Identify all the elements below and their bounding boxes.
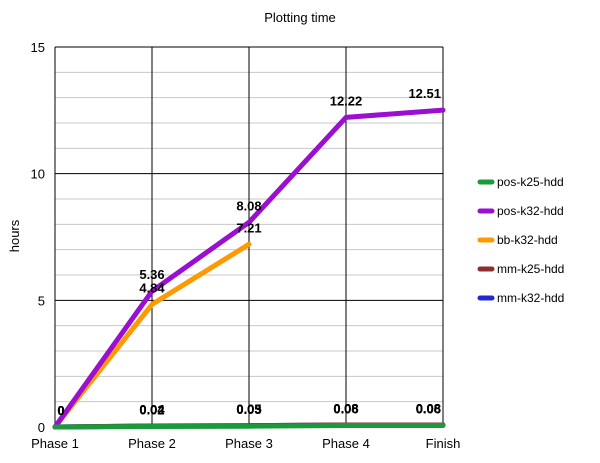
data-label: 0.08: [333, 401, 358, 416]
data-label: 5.36: [139, 267, 164, 282]
series-line-pos-k25-hdd: [52, 423, 446, 430]
data-label: 0: [57, 403, 64, 418]
chart-title: Plotting time: [264, 10, 336, 25]
data-label: 0.03: [236, 402, 261, 417]
data-label: 7.21: [236, 220, 261, 235]
data-label: 0.06: [333, 401, 358, 416]
grid: [54, 46, 444, 428]
legend-label: bb-k32-hdd: [497, 233, 558, 247]
data-label: 0.05: [236, 402, 261, 417]
data-label: 0.06: [416, 401, 441, 416]
y-tick-label: 15: [31, 40, 45, 55]
data-label: 0.08: [416, 401, 441, 416]
data-label: 8.08: [236, 198, 261, 213]
data-label: 0.05: [236, 402, 261, 417]
legend: pos-k25-hdd pos-k32-hdd bb-k32-hdd mm-k25-h…: [477, 175, 564, 305]
data-label: 12.51: [408, 86, 441, 101]
data-label: 0: [57, 403, 64, 418]
data-label: 0.08: [333, 401, 358, 416]
data-label: 0.08: [416, 401, 441, 416]
data-label: 0.02: [139, 402, 164, 417]
y-tick-labels: 0 5 10 15: [31, 40, 45, 435]
x-tick-label: Phase 4: [322, 436, 370, 451]
data-label: 0.04: [139, 402, 165, 417]
y-tick-label: 10: [31, 167, 45, 182]
x-tick-labels: Phase 1 Phase 2 Phase 3 Phase 4 Finish: [31, 436, 460, 451]
series-line-pos-k32-hdd: [52, 107, 446, 430]
legend-label: pos-k25-hdd: [497, 175, 564, 189]
series-lines: [52, 107, 446, 430]
y-axis-label: hours: [7, 219, 22, 252]
data-label: 0: [57, 403, 64, 418]
data-label: 12.22: [330, 93, 363, 108]
data-label: 0: [57, 403, 64, 418]
x-tick-label: Phase 2: [128, 436, 176, 451]
y-tick-label: 0: [38, 420, 45, 435]
x-tick-label: Phase 1: [31, 436, 79, 451]
y-tick-label: 5: [38, 293, 45, 308]
series-line-bb-k32-hdd: [52, 241, 252, 430]
legend-label: mm-k25-hdd: [497, 262, 564, 276]
x-tick-label: Phase 3: [225, 436, 273, 451]
data-label: 4.84: [139, 280, 165, 295]
legend-label: pos-k32-hdd: [497, 204, 564, 218]
data-label: 0.04: [139, 402, 165, 417]
legend-label: mm-k32-hdd: [497, 291, 564, 305]
x-tick-label: Finish: [426, 436, 461, 451]
data-label: 0: [57, 403, 64, 418]
